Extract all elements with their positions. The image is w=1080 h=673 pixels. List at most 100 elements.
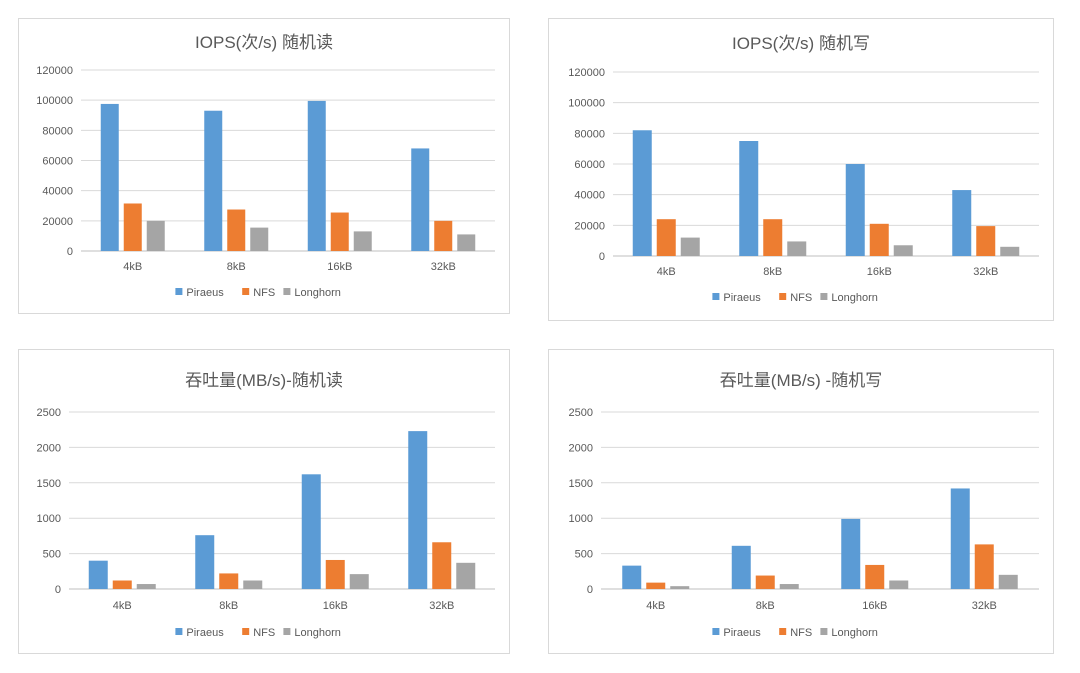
bar-piraeus-8kb (739, 141, 759, 256)
bar-piraeus-16kb (307, 100, 326, 251)
chart-panel-throughput-random-read: 吞吐量(MB/s)-随机读 0 500 1000 1500 2000 2500 4kB 8kB 1… (18, 349, 510, 654)
legend-label-longhorn: Longhorn (831, 627, 878, 639)
y-tick-label: 0 (587, 584, 593, 596)
bar-longhorn-32kb (456, 562, 476, 589)
legend-label-longhorn: Longhorn (294, 627, 341, 639)
bar-longhorn-16kb (889, 580, 909, 589)
bar-nfs-8kb (219, 573, 239, 589)
legend-label-nfs: NFS (253, 627, 275, 639)
bar-longhorn-32kb (998, 574, 1018, 589)
bar-longhorn-16kb (893, 245, 913, 256)
chart-panel-iops-random-write: IOPS(次/s) 随机写 0 20000 40000 60000 80000 100000… (548, 18, 1054, 321)
x-category-label: 16kB (867, 266, 892, 278)
y-tick-label: 20000 (42, 216, 73, 228)
bar-longhorn-16kb (349, 574, 369, 589)
bar-longhorn-8kb (250, 227, 269, 251)
bar-longhorn-8kb (787, 241, 807, 256)
x-category-label: 8kB (227, 261, 246, 273)
y-tick-label: 80000 (574, 128, 605, 140)
bar-longhorn-8kb (779, 584, 799, 589)
legend-swatch-piraeus (712, 293, 720, 300)
y-tick-label: 20000 (574, 220, 605, 232)
bar-piraeus-4kb (632, 130, 652, 256)
x-category-label: 32kB (429, 600, 454, 612)
chart-panel-throughput-random-write: 吞吐量(MB/s) -随机写 0 500 1000 1500 2000 2500 4kB 8kB… (548, 349, 1054, 654)
y-tick-label: 40000 (574, 190, 605, 202)
y-tick-label: 500 (43, 549, 61, 561)
y-tick-label: 100000 (36, 95, 73, 107)
bar-nfs-4kb (123, 203, 142, 251)
x-category-label: 4kB (113, 600, 132, 612)
y-tick-label: 60000 (42, 156, 73, 168)
bar-nfs-4kb (112, 580, 132, 589)
legend-swatch-nfs (779, 293, 787, 300)
y-tick-label: 500 (575, 549, 593, 561)
y-tick-label: 0 (599, 251, 605, 263)
bar-piraeus-16kb (301, 474, 321, 589)
y-tick-label: 120000 (36, 65, 73, 77)
bar-nfs-32kb (976, 226, 996, 256)
y-tick-label: 1000 (37, 513, 61, 525)
chart-title: IOPS(次/s) 随机写 (732, 34, 870, 53)
legend-swatch-nfs (779, 628, 787, 635)
y-tick-label: 100000 (568, 98, 605, 110)
bar-longhorn-4kb (146, 220, 165, 251)
bar-longhorn-4kb (680, 237, 700, 256)
bar-nfs-8kb (755, 575, 775, 589)
y-tick-label: 2000 (569, 442, 593, 454)
bar-piraeus-32kb (952, 190, 972, 256)
y-tick-label: 40000 (42, 186, 73, 198)
chart-svg: 吞吐量(MB/s) -随机写 0 500 1000 1500 2000 2500 4kB 8kB… (569, 371, 1039, 639)
legend-label-longhorn: Longhorn (831, 292, 878, 304)
legend-swatch-nfs (242, 288, 250, 295)
x-category-label: 16kB (327, 261, 352, 273)
y-tick-label: 1500 (569, 478, 593, 490)
bar-piraeus-4kb (100, 103, 119, 251)
y-tick-label: 0 (67, 246, 73, 258)
bar-longhorn-32kb (457, 234, 476, 251)
x-category-label: 8kB (763, 266, 782, 278)
chart-panel-iops-random-read: IOPS(次/s) 随机读 0 20000 40000 60000 80000 100000… (18, 18, 510, 314)
x-category-label: 32kB (973, 266, 998, 278)
bar-nfs-16kb (869, 223, 889, 256)
x-category-label: 16kB (323, 600, 348, 612)
bar-nfs-8kb (763, 219, 783, 256)
legend-label-piraeus: Piraeus (186, 287, 224, 299)
legend-label-nfs: NFS (253, 287, 275, 299)
chart-title: 吞吐量(MB/s)-随机读 (185, 371, 343, 390)
x-category-label: 16kB (862, 600, 887, 612)
x-category-label: 32kB (972, 600, 997, 612)
chart-svg: 吞吐量(MB/s)-随机读 0 500 1000 1500 2000 2500 4kB 8kB 1… (37, 371, 495, 639)
bar-piraeus-32kb (408, 431, 428, 589)
x-category-label: 32kB (431, 261, 456, 273)
x-category-label: 8kB (219, 600, 238, 612)
chart-title: 吞吐量(MB/s) -随机写 (720, 371, 882, 390)
bar-longhorn-4kb (670, 586, 690, 589)
y-tick-label: 2500 (37, 407, 61, 419)
y-tick-label: 1000 (569, 513, 593, 525)
legend-swatch-longhorn (820, 293, 828, 300)
bar-piraeus-8kb (204, 110, 223, 251)
bar-piraeus-32kb (411, 148, 430, 251)
y-tick-label: 2500 (569, 407, 593, 419)
legend-swatch-piraeus (175, 288, 183, 295)
bar-piraeus-32kb (950, 488, 970, 589)
chart-svg: IOPS(次/s) 随机写 0 20000 40000 60000 80000 100000… (568, 34, 1039, 304)
chart-title: IOPS(次/s) 随机读 (195, 33, 333, 52)
bar-longhorn-4kb (136, 584, 156, 589)
bar-longhorn-32kb (1000, 246, 1020, 256)
y-tick-label: 80000 (42, 125, 73, 137)
bar-nfs-32kb (432, 542, 452, 589)
bar-piraeus-16kb (845, 164, 865, 256)
legend-swatch-longhorn (283, 288, 291, 295)
legend-swatch-piraeus (175, 628, 183, 635)
legend-label-piraeus: Piraeus (723, 627, 761, 639)
bar-piraeus-8kb (195, 535, 215, 589)
bar-piraeus-4kb (622, 565, 642, 589)
legend-label-longhorn: Longhorn (294, 287, 341, 299)
bar-nfs-32kb (974, 544, 994, 589)
legend-swatch-nfs (242, 628, 250, 635)
bar-nfs-16kb (325, 559, 345, 589)
bar-nfs-16kb (865, 564, 885, 589)
legend-label-nfs: NFS (790, 627, 812, 639)
